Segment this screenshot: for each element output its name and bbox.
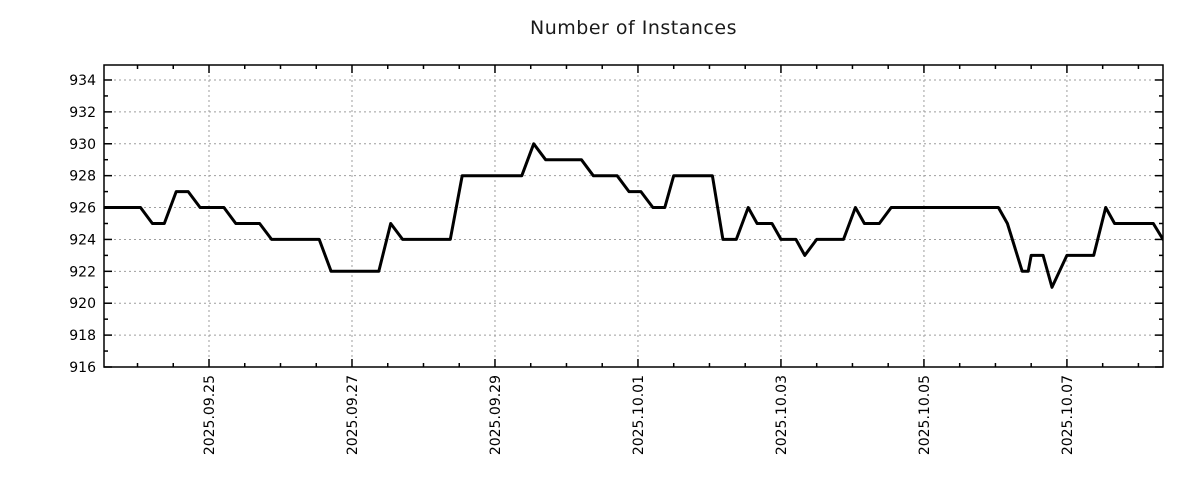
axis-ticks (104, 65, 1163, 368)
series-line (104, 142, 1163, 289)
y-tick-label: 916 (69, 360, 96, 376)
y-tick-label: 934 (69, 73, 96, 89)
y-tick-label: 924 (69, 232, 96, 248)
x-tick-label: 2025.10.05 (917, 375, 933, 455)
chart-title: Number of Instances (530, 17, 737, 39)
y-tick-label: 918 (69, 328, 96, 344)
x-tick-label: 2025.10.07 (1060, 375, 1076, 455)
x-tick-label: 2025.10.03 (774, 375, 790, 455)
plot-frame (103, 64, 1164, 368)
y-tick-label: 930 (69, 137, 96, 153)
y-tick-label: 920 (69, 296, 96, 312)
x-axis-labels: 2025.09.25 2025.09.27 2025.09.29 2025.10.01… (202, 375, 1076, 455)
y-tick-label: 928 (69, 169, 96, 185)
x-tick-label: 2025.09.25 (202, 375, 218, 455)
y-tick-label: 926 (69, 201, 96, 217)
x-tick-label: 2025.09.27 (345, 375, 361, 455)
y-tick-label: 932 (69, 105, 96, 121)
y-tick-label: 922 (69, 264, 96, 280)
x-tick-label: 2025.10.01 (631, 375, 647, 455)
x-tick-label: 2025.09.29 (488, 375, 504, 455)
y-axis-labels: 916 918 920 922 924 926 928 930 932 934 (69, 73, 96, 376)
